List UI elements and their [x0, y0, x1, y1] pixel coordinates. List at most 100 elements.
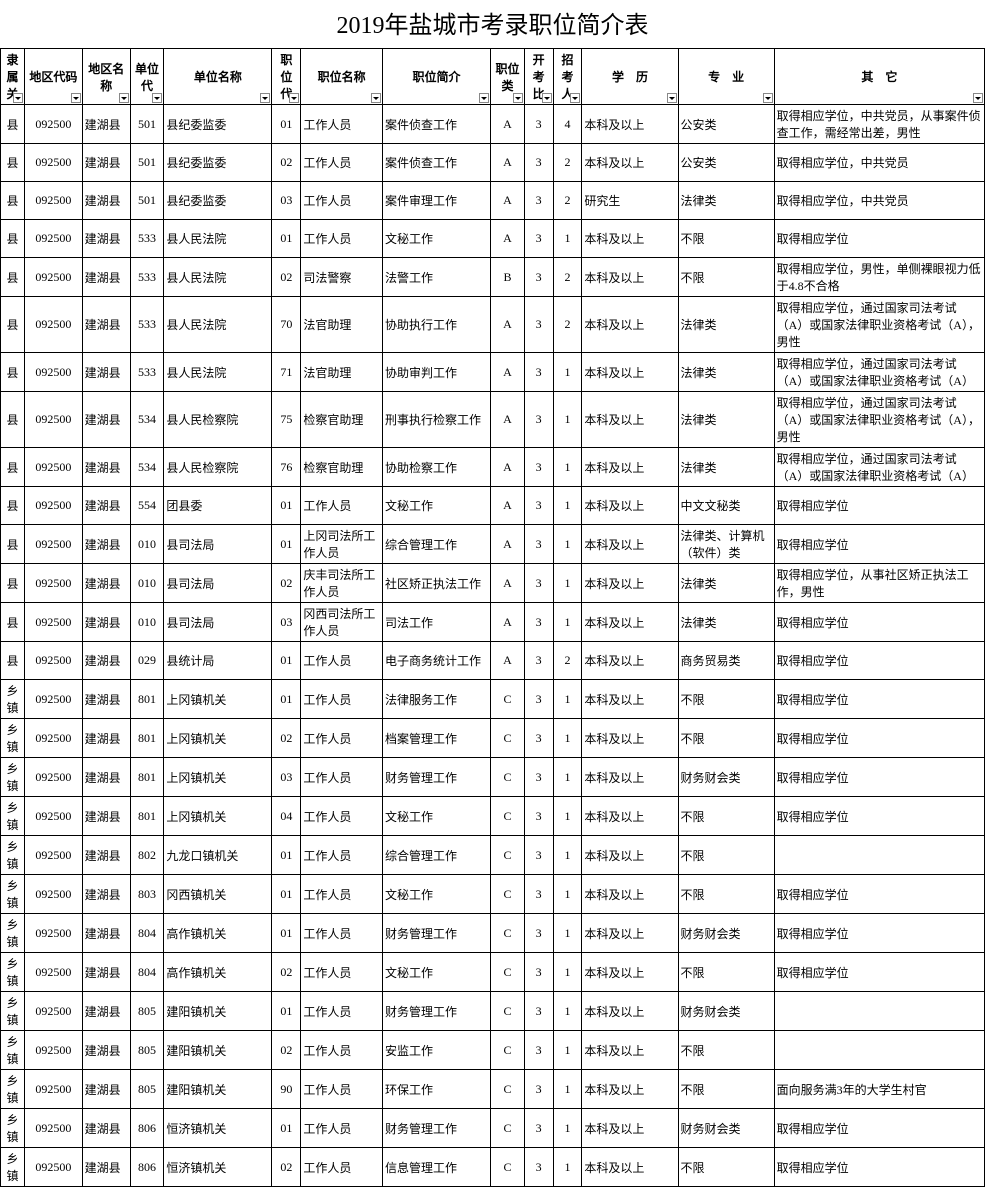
filter-dropdown-icon[interactable]	[570, 93, 580, 103]
column-header[interactable]: 其 它	[774, 49, 984, 105]
table-cell: 1	[553, 992, 582, 1031]
table-cell: 3	[524, 1109, 553, 1148]
table-cell: 不限	[678, 1031, 774, 1070]
column-label: 职位简介	[413, 70, 461, 84]
filter-dropdown-icon[interactable]	[289, 93, 299, 103]
table-cell: 工作人员	[301, 758, 383, 797]
table-cell: 1	[553, 603, 582, 642]
table-row: 乡镇092500建湖县801上冈镇机关04工作人员文秘工作C31本科及以上不限取…	[1, 797, 985, 836]
filter-dropdown-icon[interactable]	[119, 93, 129, 103]
table-row: 乡镇092500建湖县805建阳镇机关90工作人员环保工作C31本科及以上不限面…	[1, 1070, 985, 1109]
column-header[interactable]: 学 历	[582, 49, 678, 105]
column-header[interactable]: 开考比	[524, 49, 553, 105]
filter-dropdown-icon[interactable]	[542, 93, 552, 103]
table-row: 县092500建湖县534县人民检察院76检察官助理协助检察工作A31本科及以上…	[1, 448, 985, 487]
filter-dropdown-icon[interactable]	[667, 93, 677, 103]
filter-dropdown-icon[interactable]	[513, 93, 523, 103]
table-cell: 冈西司法所工作人员	[301, 603, 383, 642]
table-cell: 092500	[25, 680, 83, 719]
table-cell: 取得相应学位，中共党员	[774, 144, 984, 182]
table-cell: 3	[524, 797, 553, 836]
table-cell: 534	[130, 448, 164, 487]
table-cell: 县	[1, 105, 25, 144]
table-cell: 3	[524, 564, 553, 603]
table-cell: 3	[524, 836, 553, 875]
table-cell: 3	[524, 182, 553, 220]
column-header[interactable]: 隶属关	[1, 49, 25, 105]
table-cell: 建湖县	[82, 258, 130, 297]
column-header[interactable]: 专 业	[678, 49, 774, 105]
table-cell: 工作人员	[301, 719, 383, 758]
filter-dropdown-icon[interactable]	[13, 93, 23, 103]
table-cell: 工作人员	[301, 1148, 383, 1187]
table-cell: 文秘工作	[383, 487, 491, 525]
table-cell: 乡镇	[1, 914, 25, 953]
table-cell: 本科及以上	[582, 392, 678, 448]
table-cell: 建湖县	[82, 680, 130, 719]
column-header[interactable]: 单位代	[130, 49, 164, 105]
table-cell: 802	[130, 836, 164, 875]
column-header[interactable]: 单位名称	[164, 49, 272, 105]
table-cell: A	[491, 182, 525, 220]
table-cell: 092500	[25, 797, 83, 836]
column-header[interactable]: 职位名称	[301, 49, 383, 105]
filter-dropdown-icon[interactable]	[260, 93, 270, 103]
table-cell: 02	[272, 564, 301, 603]
table-cell: 本科及以上	[582, 914, 678, 953]
table-cell: 01	[272, 105, 301, 144]
table-cell: 财务财会类	[678, 914, 774, 953]
table-cell: 文秘工作	[383, 875, 491, 914]
table-cell: 建湖县	[82, 564, 130, 603]
table-cell: 092500	[25, 914, 83, 953]
column-header[interactable]: 招考人	[553, 49, 582, 105]
table-cell: 本科及以上	[582, 1148, 678, 1187]
table-cell: 工作人员	[301, 105, 383, 144]
table-cell: 76	[272, 448, 301, 487]
table-cell: C	[491, 758, 525, 797]
column-header[interactable]: 职位类	[491, 49, 525, 105]
table-cell: 县纪委监委	[164, 144, 272, 182]
table-cell: 县人民法院	[164, 220, 272, 258]
table-cell: 3	[524, 220, 553, 258]
table-cell: 工作人员	[301, 992, 383, 1031]
filter-dropdown-icon[interactable]	[479, 93, 489, 103]
table-cell: 取得相应学位	[774, 525, 984, 564]
table-cell: 中文文秘类	[678, 487, 774, 525]
column-header[interactable]: 地区代码	[25, 49, 83, 105]
column-label: 单位代	[135, 62, 159, 93]
table-cell: 建阳镇机关	[164, 1070, 272, 1109]
header-row: 隶属关地区代码地区名称单位代单位名称职位代职位名称 职位简介 职位类开考比招考人学 …	[1, 49, 985, 105]
table-cell: 029	[130, 642, 164, 680]
table-cell: 本科及以上	[582, 258, 678, 297]
table-cell: 本科及以上	[582, 525, 678, 564]
column-header[interactable]: 地区名称	[82, 49, 130, 105]
filter-dropdown-icon[interactable]	[71, 93, 81, 103]
column-header[interactable]: 职位代	[272, 49, 301, 105]
table-cell: 3	[524, 992, 553, 1031]
table-row: 乡镇092500建湖县806恒济镇机关02工作人员信息管理工作C31本科及以上不…	[1, 1148, 985, 1187]
column-header[interactable]: 职位简介	[383, 49, 491, 105]
table-cell: 建湖县	[82, 487, 130, 525]
table-cell: 工作人员	[301, 642, 383, 680]
table-cell: C	[491, 719, 525, 758]
table-cell: 建湖县	[82, 758, 130, 797]
filter-dropdown-icon[interactable]	[152, 93, 162, 103]
table-cell: 建湖县	[82, 1070, 130, 1109]
filter-dropdown-icon[interactable]	[371, 93, 381, 103]
table-cell: 02	[272, 953, 301, 992]
table-cell: 801	[130, 719, 164, 758]
table-cell: 092500	[25, 992, 83, 1031]
table-cell: 县	[1, 220, 25, 258]
table-cell: 法律类	[678, 603, 774, 642]
table-row: 县092500建湖县533县人民法院71法官助理协助审判工作A31本科及以上法律…	[1, 353, 985, 392]
table-cell: A	[491, 297, 525, 353]
table-cell: 取得相应学位	[774, 603, 984, 642]
table-cell: 806	[130, 1109, 164, 1148]
table-cell: 乡镇	[1, 953, 25, 992]
filter-dropdown-icon[interactable]	[763, 93, 773, 103]
table-cell: 1	[553, 1109, 582, 1148]
table-row: 县092500建湖县010县司法局01上冈司法所工作人员综合管理工作A31本科及…	[1, 525, 985, 564]
filter-dropdown-icon[interactable]	[973, 93, 983, 103]
table-cell: C	[491, 797, 525, 836]
table-cell: 03	[272, 758, 301, 797]
